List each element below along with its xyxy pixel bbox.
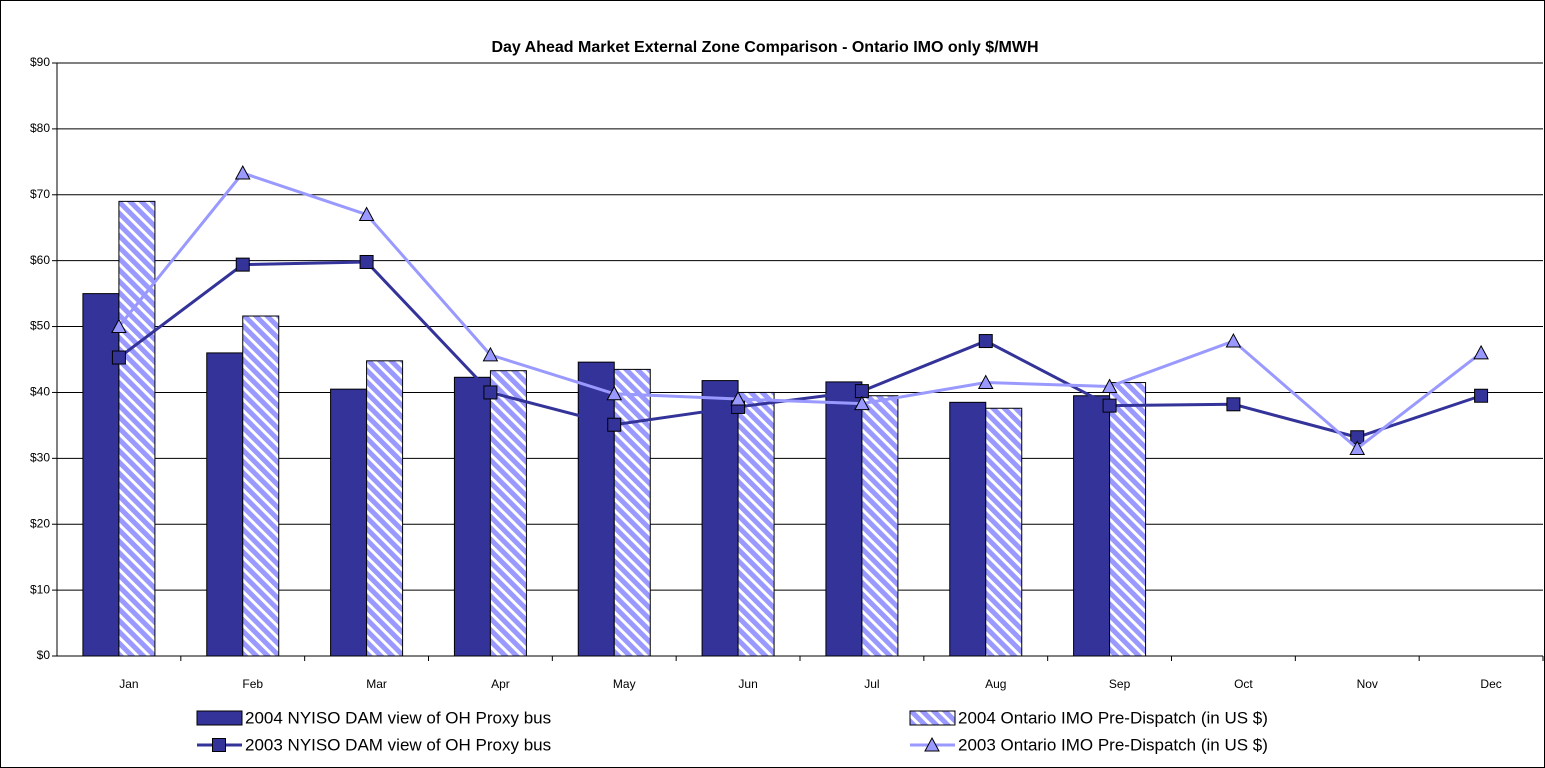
line-marker — [607, 417, 622, 432]
x-tick-label: Aug — [985, 677, 1006, 691]
line-marker — [111, 318, 127, 334]
line-marker — [1101, 378, 1118, 394]
legend-swatch — [196, 710, 243, 726]
x-tick-label: Dec — [1480, 677, 1501, 691]
y-tick-label: $90 — [30, 55, 50, 69]
legend-label: 2004 Ontario IMO Pre-Dispatch (in US $) — [958, 708, 1268, 727]
bar — [949, 401, 987, 657]
bar — [489, 370, 527, 657]
y-tick-label: $10 — [30, 582, 50, 596]
bar — [242, 315, 280, 657]
bar — [825, 381, 863, 657]
line-marker — [1349, 440, 1366, 455]
line-marker — [111, 350, 126, 365]
line-marker — [234, 164, 251, 180]
legend-swatch — [909, 710, 956, 726]
x-tick-label: Feb — [242, 677, 263, 691]
bar — [453, 376, 491, 657]
x-tick-label: Sep — [1109, 677, 1131, 691]
x-tick-label: Jan — [119, 677, 138, 691]
bar — [861, 395, 899, 657]
bar — [330, 388, 368, 657]
x-tick-label: Jun — [738, 677, 757, 691]
legend-label: 2003 NYISO DAM view of OH Proxy bus — [245, 735, 551, 754]
legend-label: 2003 Ontario IMO Pre-Dispatch (in US $) — [958, 735, 1268, 754]
x-tick-label: May — [613, 677, 636, 691]
y-tick-label: $40 — [30, 385, 50, 399]
x-tick-label: Nov — [1357, 677, 1378, 691]
bar — [701, 380, 739, 657]
line-marker — [1473, 344, 1489, 360]
y-tick-label: $60 — [30, 253, 50, 267]
line — [117, 171, 1482, 451]
bar — [1109, 382, 1147, 657]
y-tick-label: $70 — [30, 187, 50, 201]
line-marker — [730, 390, 746, 406]
line-marker — [358, 206, 375, 222]
y-tick-label: $50 — [30, 319, 50, 333]
line — [118, 260, 1482, 439]
bar — [118, 200, 156, 657]
chart-title: Day Ahead Market External Zone Compariso… — [491, 39, 1038, 56]
bar — [737, 391, 775, 657]
legend-label: 2004 NYISO DAM view of OH Proxy bus — [245, 708, 551, 727]
legend-marker — [212, 738, 226, 752]
y-tick-label: $30 — [30, 451, 50, 465]
bar — [613, 368, 651, 657]
y-tick-label: $20 — [30, 516, 50, 530]
line-marker — [977, 374, 994, 390]
line-marker — [483, 385, 498, 400]
line-marker — [359, 254, 374, 269]
line-marker — [1474, 388, 1489, 403]
line-marker — [606, 385, 623, 401]
x-tick-label: Mar — [366, 677, 387, 691]
bar — [206, 352, 244, 657]
legend-marker — [924, 736, 940, 752]
line-marker — [1102, 398, 1117, 413]
x-tick-label: Jul — [864, 677, 879, 691]
x-tick-label: Oct — [1234, 677, 1253, 691]
line-marker — [235, 257, 250, 272]
line-marker — [978, 334, 993, 349]
bar — [82, 293, 120, 657]
line-marker — [1226, 397, 1241, 412]
line-marker — [854, 395, 870, 411]
y-tick-label: $0 — [37, 648, 51, 662]
line-marker — [482, 346, 499, 362]
bar — [985, 407, 1023, 657]
line-marker — [1225, 332, 1242, 348]
bar — [366, 360, 404, 657]
x-tick-label: Apr — [491, 677, 510, 691]
y-tick-label: $80 — [30, 121, 50, 135]
bar — [577, 361, 615, 657]
bar — [1073, 395, 1111, 657]
